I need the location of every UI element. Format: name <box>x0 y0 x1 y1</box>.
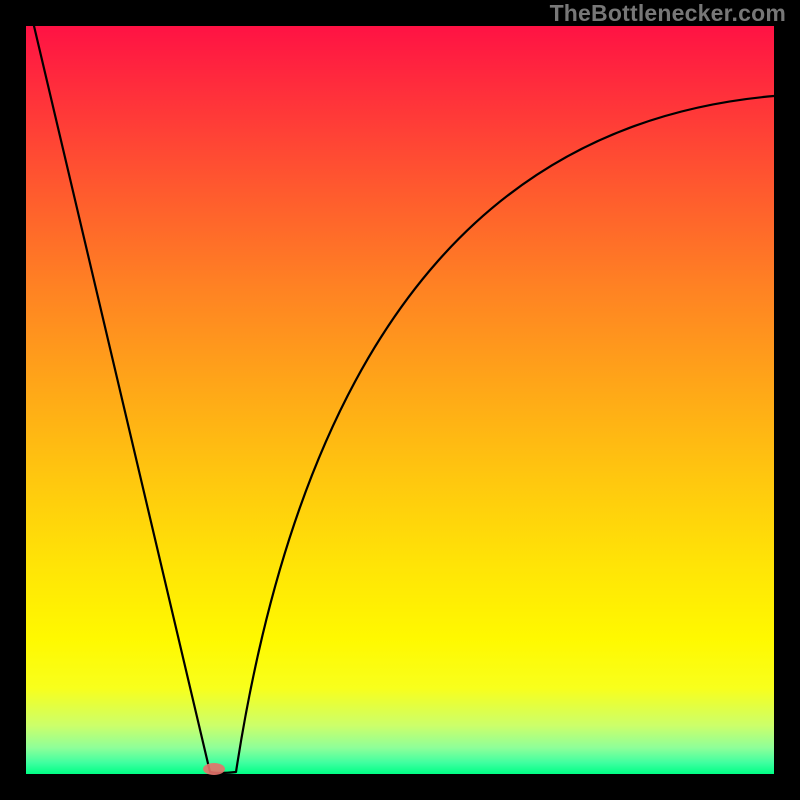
bottleneck-chart-svg <box>0 0 800 800</box>
watermark-text: TheBottlenecker.com <box>550 0 786 27</box>
chart-background-gradient <box>26 26 774 774</box>
optimal-point-marker <box>203 763 225 775</box>
chart-frame: TheBottlenecker.com <box>0 0 800 800</box>
